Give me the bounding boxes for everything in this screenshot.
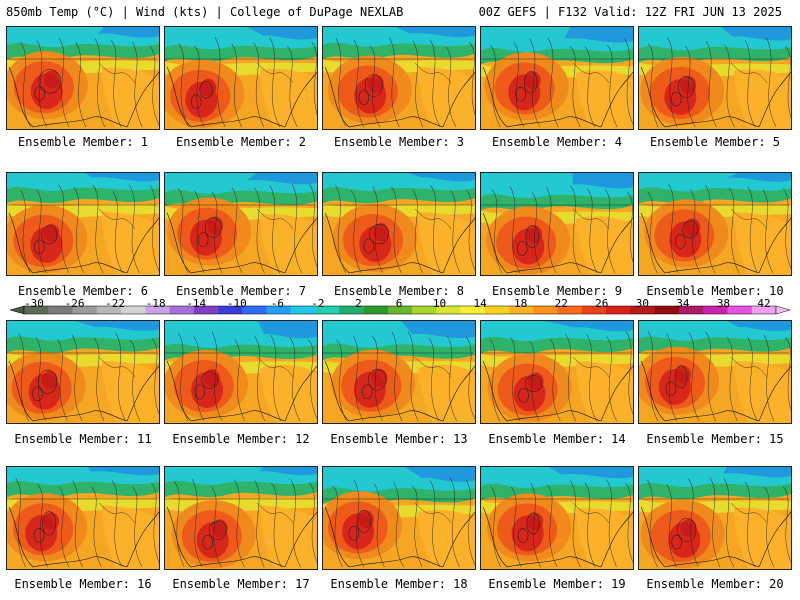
ensemble-map-panel: [6, 26, 160, 130]
ensemble-member-label: Ensemble Member: 15: [646, 432, 784, 446]
ensemble-map-panel: [322, 26, 476, 130]
colorbar-tick-label: 34: [676, 297, 690, 310]
ensemble-map-panel: [480, 320, 634, 424]
colorbar-segment: [24, 306, 49, 314]
ensemble-map-panel: [638, 320, 792, 424]
colorbar-segment: [145, 306, 170, 314]
colorbar-segment: [654, 306, 680, 314]
colorbar-tick-label: 42: [757, 297, 771, 310]
colorbar-segment: [169, 306, 195, 314]
colorbar-tick-label: -10: [226, 297, 247, 310]
ensemble-map-panel: [6, 466, 160, 570]
ensemble-map-panel: [164, 26, 318, 130]
ensemble-member-label: Ensemble Member: 2: [175, 135, 307, 149]
ensemble-member-label: Ensemble Member: 11: [14, 432, 152, 446]
colorbar-segment: [412, 306, 437, 314]
colorbar-tick-label: -22: [105, 297, 126, 310]
ensemble-member-label: Ensemble Member: 20: [646, 577, 784, 591]
ensemble-map-panel: [164, 466, 318, 570]
colorbar-segment: [193, 306, 219, 314]
colorbar-tick-label: -6: [270, 297, 284, 310]
colorbar-right-arrow: [775, 305, 790, 315]
map-title: 850mb Temp (°C) | Wind (kts) | College o…: [6, 5, 404, 19]
ensemble-member-label: Ensemble Member: 17: [172, 577, 310, 591]
colorbar-segment: [703, 306, 728, 314]
ensemble-map-panel: [164, 172, 318, 276]
ensemble-map-panel: [6, 320, 160, 424]
colorbar-segment: [630, 306, 656, 314]
colorbar-tick-label: -30: [24, 297, 44, 310]
colorbar-segment: [218, 306, 243, 314]
colorbar-segment: [121, 306, 146, 314]
colorbar-tick-label: 30: [635, 297, 649, 310]
colorbar-segment: [363, 306, 389, 314]
colorbar-segment: [242, 306, 267, 314]
ensemble-map-panel: [6, 172, 160, 276]
temperature-colorbar: [10, 305, 790, 315]
ensemble-member-label: Ensemble Member: 5: [649, 135, 781, 149]
colorbar-segment: [48, 306, 73, 314]
colorbar-tick-label: 26: [595, 297, 609, 310]
colorbar-tick-label: 18: [514, 297, 528, 310]
ensemble-map-panel: [322, 466, 476, 570]
colorbar-segment: [557, 306, 583, 314]
colorbar-tick-label: 14: [473, 297, 487, 310]
colorbar-segment: [533, 306, 558, 314]
valid-time-label: 00Z GEFS | F132 Valid: 12Z FRI JUN 13 20…: [478, 5, 782, 19]
ensemble-map-panel: [638, 26, 792, 130]
colorbar-segment: [606, 306, 631, 314]
colorbar-segment: [460, 306, 486, 314]
ensemble-member-label: Ensemble Member: 9: [491, 284, 623, 298]
colorbar-tick-label: -18: [145, 297, 166, 310]
colorbar-segment: [72, 306, 98, 314]
colorbar-tick-label: -14: [186, 297, 207, 310]
ensemble-member-label: Ensemble Member: 1: [17, 135, 149, 149]
ensemble-member-label: Ensemble Member: 6: [17, 284, 149, 298]
colorbar-segment: [581, 306, 607, 314]
colorbar-tick-label: 10: [432, 297, 447, 310]
colorbar-segment: [509, 306, 534, 314]
ensemble-member-label: Ensemble Member: 12: [172, 432, 310, 446]
ensemble-member-label: Ensemble Member: 14: [488, 432, 626, 446]
ensemble-map-panel: [322, 172, 476, 276]
colorbar-tick-label: -26: [64, 297, 85, 310]
ensemble-member-label: Ensemble Member: 16: [14, 577, 152, 591]
ensemble-map-panel: [638, 172, 792, 276]
ensemble-member-label: Ensemble Member: 10: [646, 284, 784, 298]
ensemble-map-panel: [638, 466, 792, 570]
ensemble-map-panel: [480, 26, 634, 130]
ensemble-member-label: Ensemble Member: 13: [330, 432, 468, 446]
ensemble-member-label: Ensemble Member: 4: [491, 135, 623, 149]
colorbar-segment: [678, 306, 704, 314]
ensemble-member-label: Ensemble Member: 18: [330, 577, 468, 591]
colorbar-segment: [96, 306, 122, 314]
colorbar-segment: [290, 306, 316, 314]
colorbar-segment: [315, 306, 340, 314]
ensemble-map-panel: [164, 320, 318, 424]
ensemble-map-panel: [322, 320, 476, 424]
colorbar-tick-label: 22: [554, 297, 568, 310]
colorbar-segment: [727, 306, 753, 314]
ensemble-member-label: Ensemble Member: 3: [333, 135, 465, 149]
ensemble-member-label: Ensemble Member: 7: [175, 284, 307, 298]
colorbar-segment: [266, 306, 292, 314]
colorbar-segment: [387, 306, 413, 314]
ensemble-map-panel: [480, 172, 634, 276]
colorbar-segment: [339, 306, 364, 314]
colorbar-segment: [436, 306, 461, 314]
ensemble-member-label: Ensemble Member: 8: [333, 284, 465, 298]
colorbar-tick-label: 6: [395, 297, 403, 310]
ensemble-map-panel: [480, 466, 634, 570]
colorbar-tick-label: 2: [355, 297, 362, 310]
ensemble-member-label: Ensemble Member: 19: [488, 577, 626, 591]
colorbar-tick-label: 38: [716, 297, 731, 310]
colorbar-segment: [751, 306, 777, 314]
colorbar-segment: [484, 306, 510, 314]
colorbar-tick-label: -2: [311, 297, 325, 310]
